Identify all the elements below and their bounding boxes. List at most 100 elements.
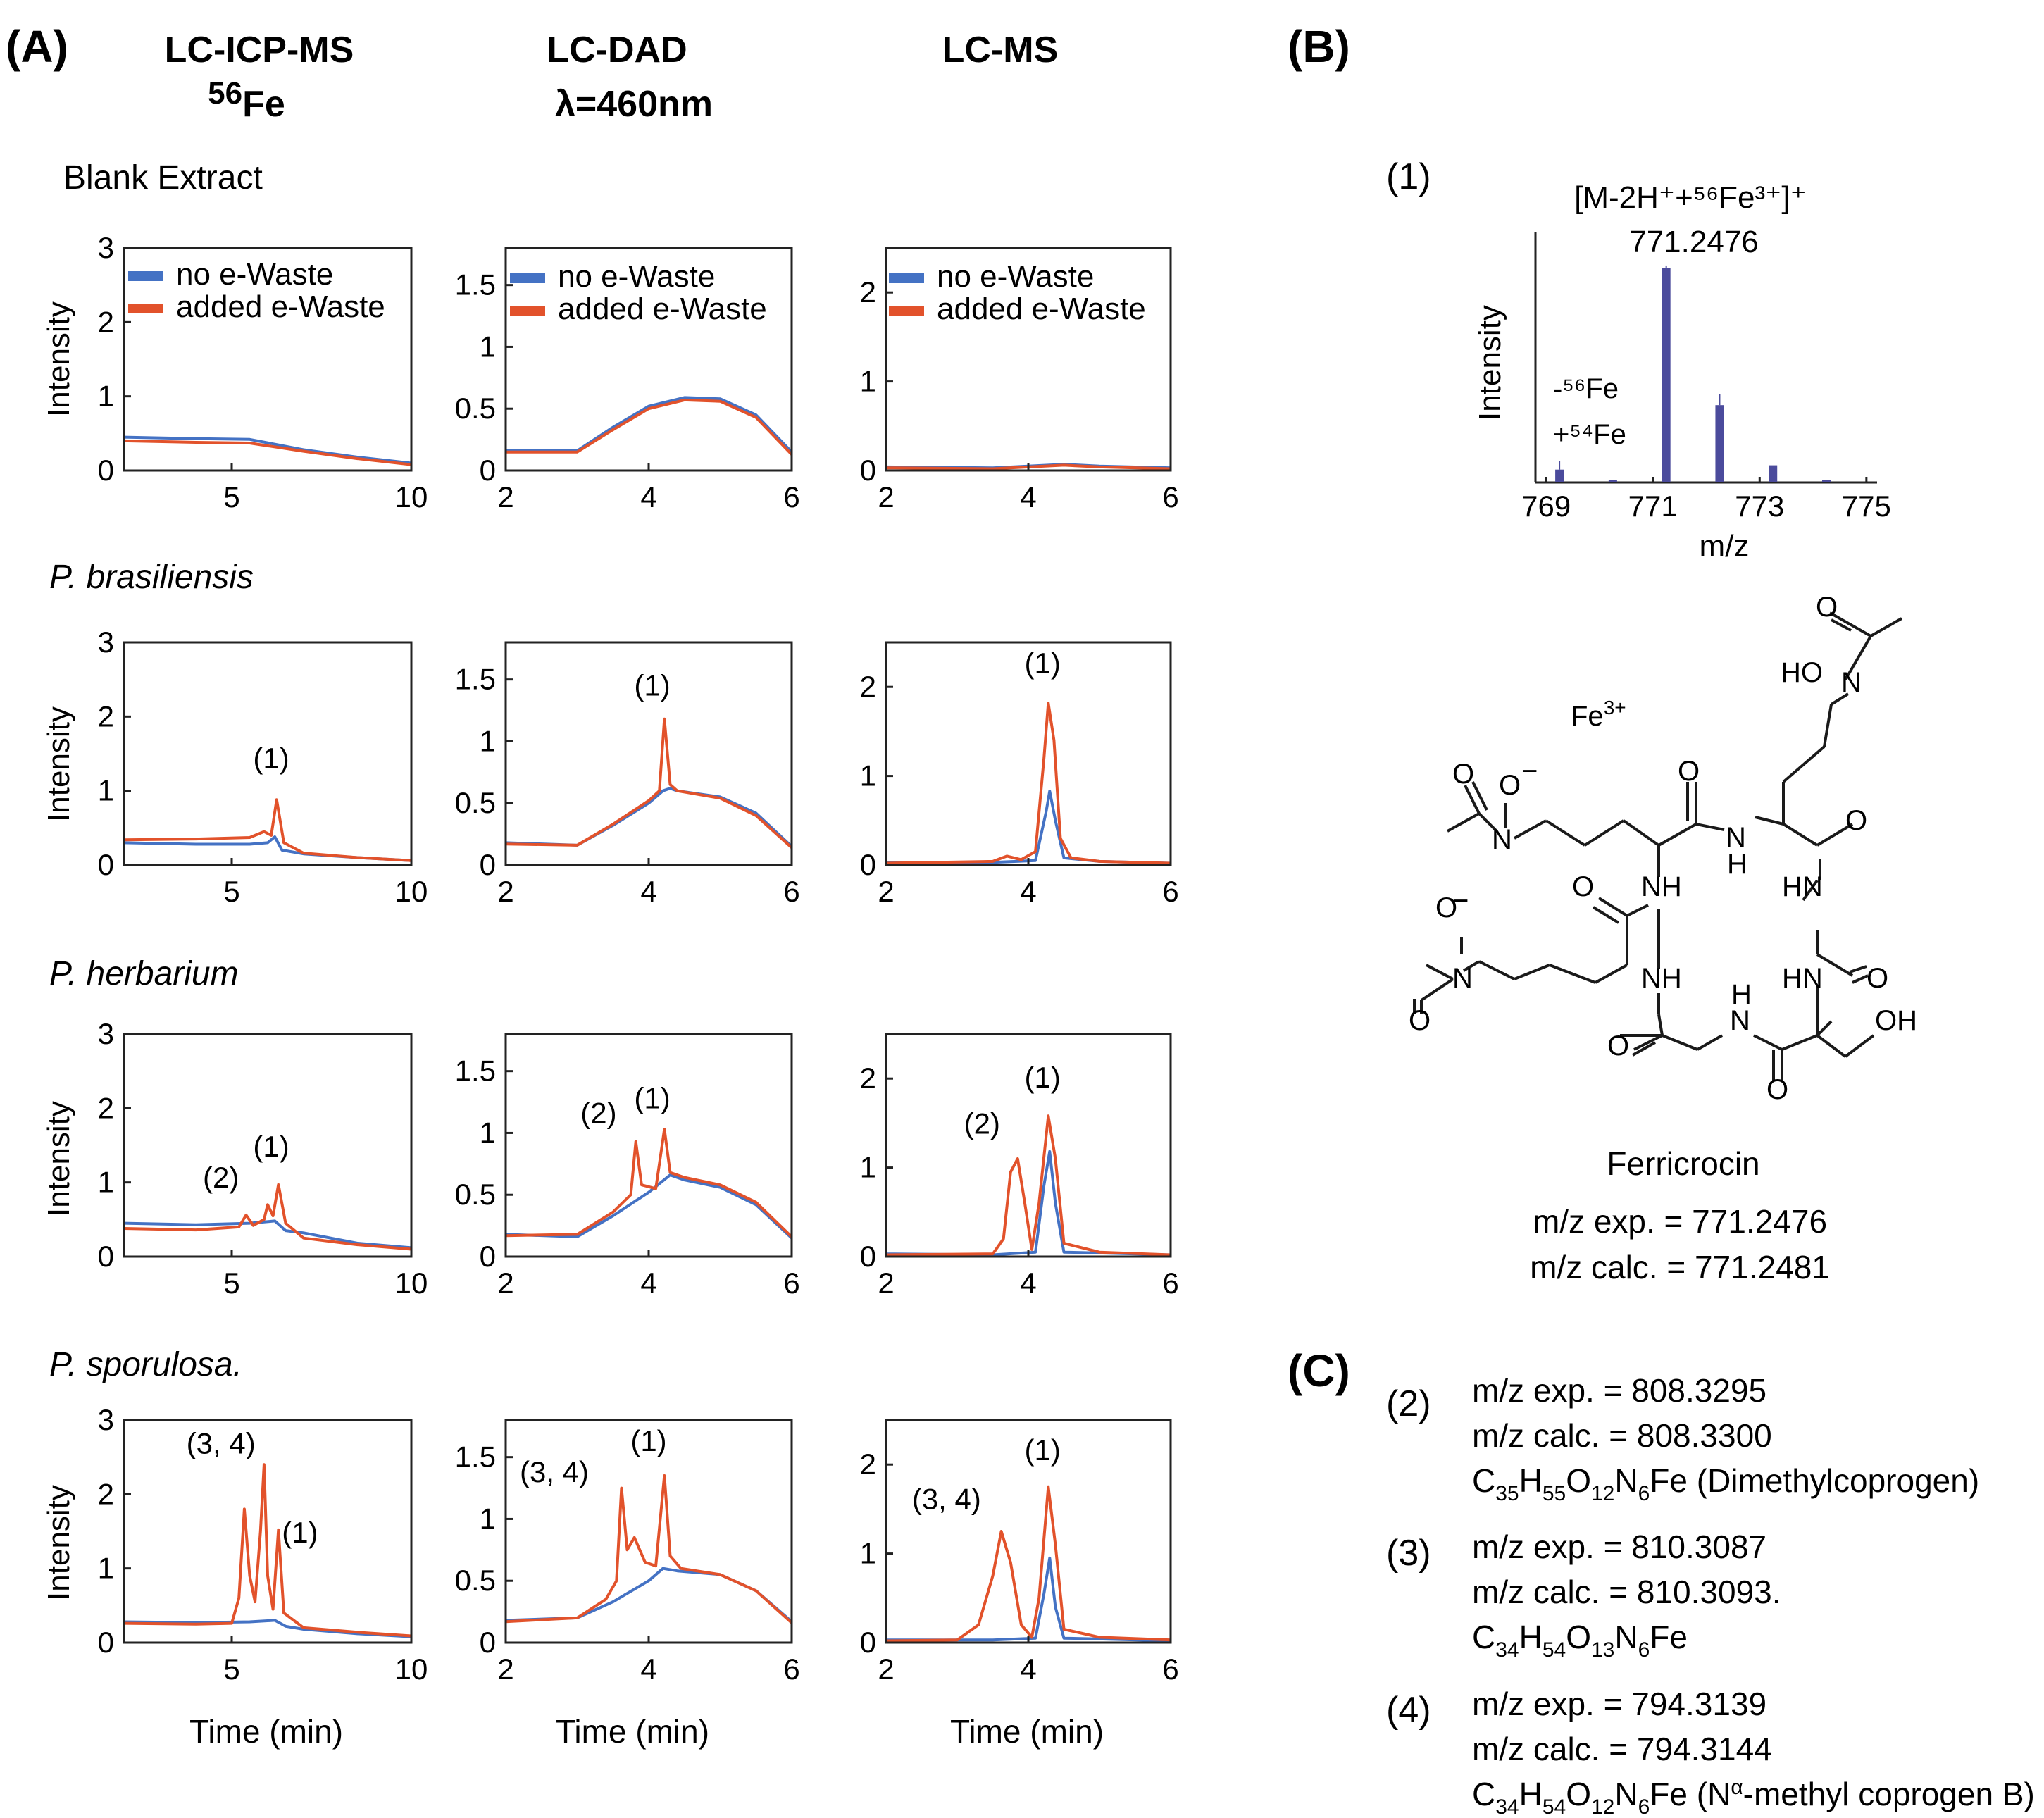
- atom-label: O: [1816, 592, 1838, 623]
- bond: [1632, 1041, 1656, 1057]
- spectrum-xlabel: m/z: [1700, 529, 1750, 564]
- x-tick-label: 2: [497, 1266, 513, 1300]
- y-tick-label: 3: [98, 1017, 114, 1050]
- y-tick-label: 3: [98, 625, 114, 659]
- y-tick-label: 0: [98, 1626, 114, 1659]
- y-tick-label: 2: [860, 1061, 876, 1095]
- atom-label: O: [1607, 1031, 1629, 1061]
- column-header-dad-wavelength: λ=460nm: [555, 84, 713, 125]
- chromatogram-lc-ms-0: 2 4 6 0 1 2: [860, 247, 1179, 513]
- legend-dad: no e-Waste added e-Waste: [510, 259, 767, 326]
- x-tick-label: 4: [640, 1652, 656, 1686]
- spectrum-peak-label: 771.2476: [1629, 225, 1759, 259]
- atom-label: O: [1409, 1005, 1431, 1036]
- spectrum-x-tick-label: 771: [1628, 490, 1678, 523]
- compound-name: Ferricrocin: [1607, 1145, 1759, 1182]
- legend-label-red: added e-Waste: [937, 292, 1146, 326]
- bond: [1514, 964, 1550, 980]
- bond: [1462, 960, 1481, 972]
- chromatogram-lc-icp-ms-2: 5 10 0 1 2 3 (2) (1): [98, 1017, 428, 1300]
- bond: [1658, 823, 1697, 847]
- isotope-mass: 56: [208, 76, 242, 111]
- bond: [1697, 1034, 1723, 1051]
- panel-label-b: (B): [1288, 21, 1350, 72]
- bond: [1471, 781, 1488, 811]
- ferricrocin-structure: [1413, 611, 1902, 1081]
- series-line-added-ewaste: [885, 1485, 1171, 1643]
- bond: [1781, 1034, 1818, 1051]
- atom-label: N: [1841, 667, 1862, 698]
- plot-frame: [123, 1419, 413, 1644]
- x-tick-label: 6: [1162, 875, 1178, 908]
- y-axis-label: Intensity: [42, 706, 76, 822]
- series-line-added-ewaste: [505, 1474, 793, 1624]
- peak-annotation: (1): [253, 1130, 289, 1163]
- entry-formula: C34H54O12N6Fe (Nα-methyl coprogen B): [1472, 1776, 2035, 1818]
- spectrum-bar: [1608, 480, 1617, 482]
- x-tick-label: 6: [783, 1266, 799, 1300]
- legend-label-red: added e-Waste: [558, 292, 767, 326]
- entry-mz-exp: m/z exp. = 810.3087: [1472, 1529, 1766, 1565]
- bond: [1816, 1020, 1833, 1037]
- spectrum-title: [M-2H⁺+⁵⁶Fe³⁺]⁺: [1574, 180, 1807, 215]
- atom-label: O: [1845, 805, 1867, 836]
- y-axis-label: Intensity: [42, 301, 76, 417]
- series-line-added-ewaste: [123, 1183, 412, 1251]
- atom-label: O: [1435, 892, 1457, 923]
- spectrum-annotation-fe56: -⁵⁶Fe: [1553, 373, 1619, 404]
- chromatogram-lc-dad-2: 2 4 6 0 0.5 1 1.5 (2) (1): [455, 1033, 800, 1300]
- y-tick-label: 0: [98, 1240, 114, 1273]
- plot-frame: [123, 641, 413, 866]
- y-tick-label: 0: [480, 454, 496, 487]
- isotope-element: Fe: [242, 84, 285, 125]
- y-tick-label: 0.5: [455, 786, 496, 819]
- spectrum-x-tick-label: 769: [1521, 490, 1571, 523]
- bond: [1816, 823, 1854, 847]
- peak-annotation: (3, 4): [912, 1482, 981, 1515]
- x-tick-label: 2: [878, 1266, 894, 1300]
- chromatogram-lc-icp-ms-0: 5 10 0 1 2 3: [98, 231, 428, 513]
- x-tick-label: 10: [395, 1652, 428, 1686]
- bond: [1823, 704, 1833, 747]
- peak-annotation: (1): [634, 1081, 670, 1114]
- y-tick-label: 1.5: [455, 1054, 496, 1088]
- peak-annotation: (1): [634, 668, 670, 702]
- y-tick-label: 1: [860, 1151, 876, 1184]
- series-line-added-ewaste: [123, 439, 412, 466]
- y-tick-label: 1: [480, 1116, 496, 1149]
- y-tick-label: 3: [98, 231, 114, 264]
- series-line-no-ewaste: [506, 396, 793, 454]
- panel-c-entry-3: (3) m/z exp. = 810.3087 m/z calc. = 810.…: [1386, 1529, 1781, 1662]
- x-tick-label: 5: [223, 1266, 239, 1300]
- y-tick-label: 2: [98, 1477, 114, 1510]
- x-tick-label: 4: [640, 1266, 656, 1300]
- row-label-blank: Blank Extract: [63, 159, 263, 197]
- x-tick-label: 10: [395, 1266, 428, 1300]
- y-tick-label: 2: [98, 1091, 114, 1124]
- x-axis-label: Time (min): [950, 1713, 1104, 1750]
- column-header-dad: LC-DAD: [547, 30, 687, 70]
- y-tick-label: 1: [98, 774, 114, 807]
- bond: [1420, 978, 1454, 1002]
- y-tick-label: 2: [98, 305, 114, 338]
- legend-label-blue: no e-Waste: [937, 259, 1094, 294]
- bond: [1755, 816, 1784, 826]
- atom-label: O: [1572, 871, 1594, 902]
- x-tick-label: 4: [1020, 875, 1036, 908]
- y-tick-label: 0: [480, 848, 496, 881]
- peak-annotation: (2): [964, 1107, 1000, 1140]
- y-tick-label: 1: [860, 365, 876, 398]
- spectrum-bar: [1822, 480, 1831, 482]
- x-tick-label: 4: [1020, 1652, 1036, 1686]
- chromatogram-lc-dad-0: 2 4 6 0 0.5 1 1.5: [455, 247, 800, 513]
- x-tick-label: 2: [878, 1652, 894, 1686]
- legend-label-blue: no e-Waste: [176, 257, 333, 292]
- charge-label: −: [1521, 756, 1538, 787]
- atom-label: N: [1492, 824, 1512, 855]
- y-tick-label: 0: [98, 454, 114, 487]
- x-tick-label: 2: [878, 875, 894, 908]
- x-tick-label: 2: [497, 1652, 513, 1686]
- y-tick-label: 0: [860, 848, 876, 881]
- column-header-icpms-isotope: 56Fe: [208, 76, 285, 125]
- atom-label: O: [1452, 759, 1474, 790]
